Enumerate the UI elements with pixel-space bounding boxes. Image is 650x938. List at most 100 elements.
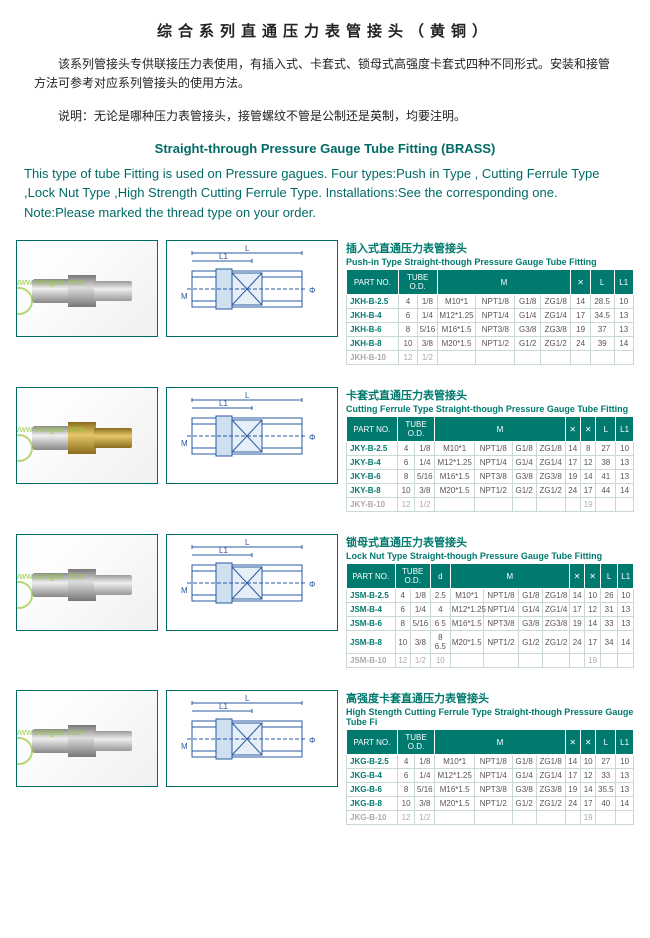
section-title-en: High Stength Cutting Ferrule Type Straig… <box>346 707 634 727</box>
table-cell: ZG1/8 <box>536 442 565 456</box>
table-cell <box>536 811 565 825</box>
table-header: ✕ <box>580 417 595 442</box>
table-cell: 24 <box>571 337 590 351</box>
table-cell: 14 <box>580 783 595 797</box>
table-cell: JKY-B-2.5 <box>347 442 398 456</box>
table-header: M <box>435 417 565 442</box>
table-cell: G3/8 <box>519 617 543 631</box>
table-cell: 37 <box>590 323 614 337</box>
table-cell: JKH-B-4 <box>347 309 399 323</box>
table-cell: NPT1/4 <box>475 769 513 783</box>
table-cell: 1/2 <box>418 351 437 365</box>
table-header: M <box>450 564 569 589</box>
table-cell: 4 <box>397 442 415 456</box>
table-cell: G3/8 <box>515 323 541 337</box>
table-row: JKY-B-2.541/8M10*1NPT1/8G1/8ZG1/81482710 <box>347 442 634 456</box>
table-header: PART NO. <box>347 564 396 589</box>
table-cell: 17 <box>580 797 595 811</box>
table-cell: M12*1.25 <box>435 456 475 470</box>
table-cell: 19 <box>565 470 580 484</box>
table-cell: 17 <box>580 484 595 498</box>
title-en: Straight-through Pressure Gauge Tube Fit… <box>16 141 634 156</box>
table-header: L1 <box>616 417 634 442</box>
table-cell <box>435 811 475 825</box>
table-cell <box>450 654 483 668</box>
table-cell <box>596 811 616 825</box>
section-locknut: www.songao.com L L1 M Φ 锁母式直通压力表管接头Lock … <box>16 534 634 668</box>
table-cell <box>590 351 614 365</box>
table-cell <box>512 498 536 512</box>
table-cell: 10 <box>616 755 634 769</box>
watermark: www.songao.com <box>16 277 84 287</box>
tech-diagram: L L1 M Φ <box>166 240 338 337</box>
table-cell <box>475 811 513 825</box>
table-cell: 10 <box>397 484 415 498</box>
table-row: JKG-B-685/16M16*1.5NPT3/8G3/8ZG3/8191435… <box>347 783 634 797</box>
table-cell: 17 <box>569 603 584 617</box>
spec-table: PART NO.TUBE O.D.M✕✕LL1JKG-B-2.541/8M10*… <box>346 729 634 825</box>
table-row: JKG-B-2.541/8M10*1NPT1/8G1/8ZG1/81410271… <box>347 755 634 769</box>
table-cell: NPT3/8 <box>483 617 518 631</box>
table-cell: 24 <box>565 797 580 811</box>
table-cell: ZG3/8 <box>536 783 565 797</box>
svg-text:L1: L1 <box>219 702 228 711</box>
table-cell: 4 <box>430 603 450 617</box>
table-cell: 10 <box>616 442 634 456</box>
table-cell: 8 <box>397 470 415 484</box>
table-cell: 6 <box>395 603 410 617</box>
table-cell: NPT1/8 <box>483 589 518 603</box>
table-cell: 12 <box>580 769 595 783</box>
table-header: ✕ <box>571 270 590 295</box>
table-row: JKY-B-461/4M12*1.25NPT1/4G1/4ZG1/4171238… <box>347 456 634 470</box>
table-cell: 1/4 <box>415 769 435 783</box>
spec-table: PART NO.TUBE O.D.dM✕✕LL1JSM-B-2.541/82.5… <box>346 563 634 668</box>
table-cell: 13 <box>616 456 634 470</box>
table-cell: M10*1 <box>435 755 475 769</box>
table-cell: 14 <box>569 589 584 603</box>
svg-text:L: L <box>245 244 250 253</box>
section-title-en: Cutting Ferrule Type Straight-though Pre… <box>346 404 634 414</box>
table-row: JSM-B-10121/21019 <box>347 654 634 668</box>
table-cell: 12 <box>585 603 600 617</box>
table-cell: ZG1/2 <box>536 484 565 498</box>
table-cell: JSM-B-4 <box>347 603 396 617</box>
table-cell: G1/4 <box>512 769 536 783</box>
table-header: L1 <box>614 270 634 295</box>
desc-en: This type of tube Fitting is used on Pre… <box>24 164 626 223</box>
section-title-cn: 锁母式直通压力表管接头 <box>346 534 634 550</box>
table-cell: M16*1.5 <box>437 323 476 337</box>
tech-diagram: L L1 M Φ <box>166 387 338 484</box>
table-cell <box>569 654 584 668</box>
table-cell: 10 <box>398 337 417 351</box>
table-cell: 5/16 <box>410 617 430 631</box>
title-cn: 综合系列直通压力表管接头（黄铜） <box>16 20 634 41</box>
table-cell: 13 <box>616 783 634 797</box>
table-header: M <box>435 730 565 755</box>
table-cell: NPT1/8 <box>475 442 513 456</box>
table-cell: 19 <box>571 323 590 337</box>
table-header: PART NO. <box>347 270 399 295</box>
table-cell: 1/4 <box>418 309 437 323</box>
table-cell: 14 <box>614 337 634 351</box>
table-row: JKG-B-461/4M12*1.25NPT1/4G1/4ZG1/4171233… <box>347 769 634 783</box>
table-cell: 1/2 <box>415 811 435 825</box>
table-header: PART NO. <box>347 730 398 755</box>
table-cell: JKH-B-2.5 <box>347 295 399 309</box>
table-row: JKH-B-2.541/8M10*1NPT1/8G1/8ZG1/81428.51… <box>347 295 634 309</box>
table-cell: ZG1/4 <box>536 456 565 470</box>
table-cell: G3/8 <box>512 783 536 797</box>
table-cell: 1/8 <box>415 442 435 456</box>
table-cell: NPT3/8 <box>476 323 515 337</box>
table-cell: 3/8 <box>418 337 437 351</box>
table-header: M <box>437 270 571 295</box>
table-cell: NPT1/4 <box>483 603 518 617</box>
table-cell <box>614 351 634 365</box>
table-cell: 12 <box>397 498 415 512</box>
svg-text:M: M <box>181 586 188 595</box>
table-cell: 35.5 <box>596 783 616 797</box>
table-header: ✕ <box>585 564 600 589</box>
table-cell: JSM-B-10 <box>347 654 396 668</box>
table-header: ✕ <box>569 564 584 589</box>
table-cell: 13 <box>616 769 634 783</box>
table-cell: 13 <box>616 470 634 484</box>
